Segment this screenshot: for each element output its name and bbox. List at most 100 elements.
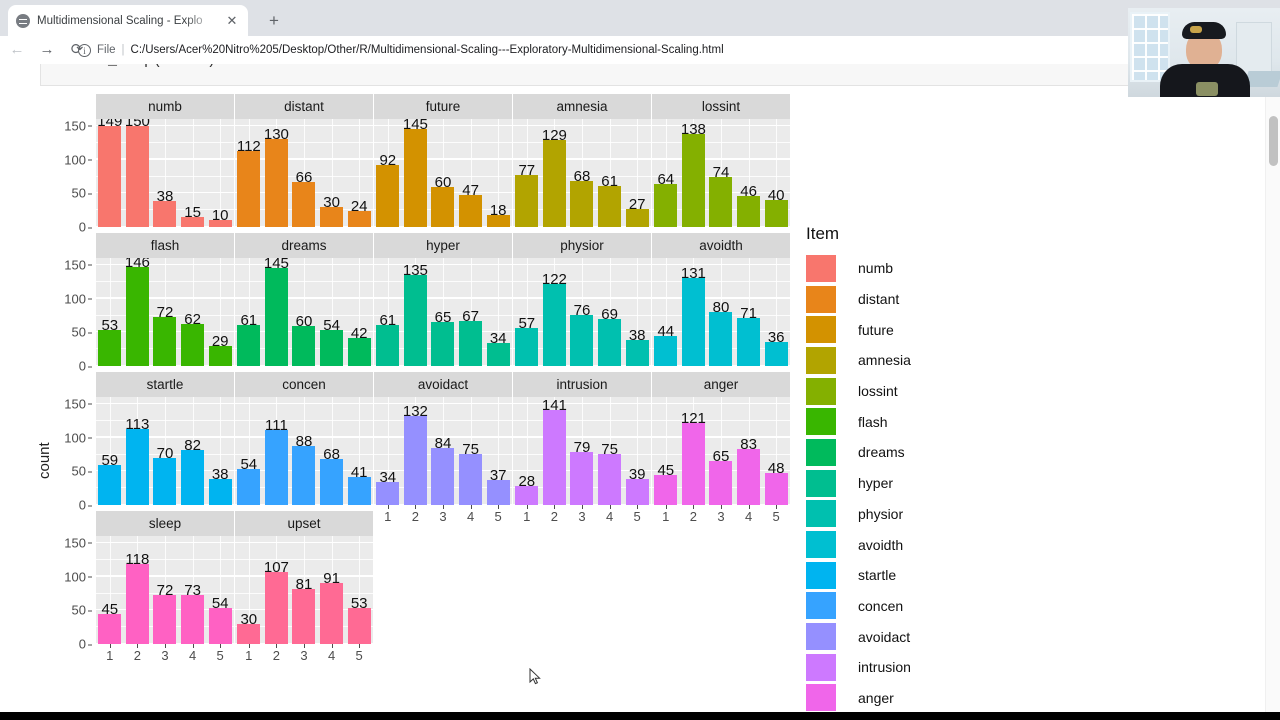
- bar-group: 132: [403, 397, 428, 505]
- bar: [347, 210, 371, 227]
- gridline-vertical: [609, 258, 611, 366]
- bar-value-label: 15: [184, 203, 201, 221]
- gridline-vertical: [165, 119, 166, 227]
- gridline-vertical: [109, 536, 111, 644]
- legend-item[interactable]: avoidact: [806, 621, 996, 652]
- legend-item[interactable]: future: [806, 314, 996, 345]
- forward-button[interactable]: →: [39, 41, 55, 58]
- new-tab-button[interactable]: +: [269, 11, 279, 30]
- legend-item[interactable]: startle: [806, 560, 996, 591]
- bar-value-label: 130: [263, 126, 289, 144]
- gridline-vertical: [637, 119, 638, 227]
- gridline-vertical: [498, 258, 499, 366]
- legend-item[interactable]: physior: [806, 499, 996, 530]
- bar-value-label: 24: [350, 197, 368, 215]
- bar-group: 80: [709, 258, 733, 366]
- bar: [98, 330, 122, 366]
- bar-group: 72: [153, 536, 177, 644]
- bar: [264, 139, 288, 227]
- x-axis-tick: 4: [598, 505, 621, 529]
- legend-item-label: avoidact: [858, 628, 911, 645]
- legend-color-swatch: [806, 531, 836, 559]
- bar-value-label: 54: [211, 594, 229, 612]
- bar-value-label: 47: [462, 182, 479, 200]
- gridline-vertical: [165, 536, 166, 644]
- x-axis-tick: 1: [98, 644, 121, 668]
- legend-item[interactable]: flash: [806, 406, 996, 437]
- bar-value-label: 30: [323, 193, 340, 211]
- facet-panel: lossint 64 138 74 46 40: [652, 94, 790, 227]
- plot-panel: 59 113 70 82 38: [96, 397, 234, 505]
- bar-group: 72: [153, 258, 177, 366]
- bar-value-label: 118: [125, 551, 150, 569]
- bar-group: 60: [292, 258, 316, 366]
- y-axis-tick: 50: [71, 463, 93, 479]
- bar-value-label: 111: [264, 417, 288, 435]
- bar: [292, 445, 316, 505]
- bar-series: 54 111 88 68 41: [235, 397, 373, 505]
- back-button[interactable]: ←: [9, 41, 25, 58]
- gridline-vertical: [526, 397, 528, 505]
- page-scrollbar[interactable]: [1265, 64, 1280, 720]
- legend-color-swatch: [806, 408, 836, 436]
- x-axis-tick: 5: [209, 644, 232, 668]
- bar: [515, 486, 539, 505]
- bar-series: 149 150 38 15 10: [96, 119, 234, 227]
- browser-tab[interactable]: Multidimensional Scaling - Explo ✕: [8, 5, 248, 36]
- bar-group: 77: [515, 119, 539, 227]
- gridline-vertical: [331, 258, 333, 366]
- legend-item-label: lossint: [858, 383, 898, 400]
- bar-value-label: 60: [295, 312, 313, 330]
- bar: [764, 341, 788, 366]
- bar-value-label: 72: [156, 582, 174, 600]
- legend-item[interactable]: avoidth: [806, 529, 996, 560]
- gridline-vertical: [304, 258, 305, 366]
- close-icon[interactable]: ✕: [226, 12, 238, 28]
- browser-tab-title: Multidimensional Scaling - Explo: [37, 14, 203, 27]
- legend-item[interactable]: hyper: [806, 468, 996, 499]
- bar-value-label: 61: [240, 311, 258, 329]
- bar-value-label: 66: [295, 169, 313, 187]
- legend-item[interactable]: anger: [806, 683, 996, 714]
- bar-group: 57: [515, 258, 539, 366]
- info-icon[interactable]: i: [78, 43, 91, 57]
- legend-color-swatch: [806, 500, 836, 528]
- y-axis-tick: 100: [64, 569, 92, 584]
- legend-item-label: future: [858, 321, 894, 338]
- bar-group: 15: [181, 119, 205, 227]
- legend-item[interactable]: lossint: [806, 376, 996, 407]
- facet-strip-label: numb: [96, 94, 234, 119]
- bar-group: 68: [570, 119, 594, 227]
- bar-series: 28 141 79 75 39: [513, 397, 651, 505]
- scrollbar-thumb[interactable]: [1269, 116, 1278, 166]
- bar: [208, 220, 232, 227]
- bar: [98, 613, 122, 644]
- legend-item[interactable]: concen: [806, 591, 996, 622]
- bar-group: 141: [542, 397, 567, 505]
- bar: [486, 343, 510, 366]
- bar-series: 61 135 65 67 34: [374, 258, 512, 366]
- facet-panel: amnesia 77 129 68 61 27: [513, 94, 651, 227]
- bar-value-label: 79: [573, 438, 591, 456]
- bar-value-label: 64: [657, 170, 675, 188]
- bar: [459, 320, 483, 366]
- gridline-vertical: [609, 119, 611, 227]
- bar: [764, 472, 788, 505]
- bar: [292, 589, 316, 644]
- facet-panel: avoidth 44 131 80 71 36: [652, 233, 790, 366]
- gridline-vertical: [748, 119, 750, 227]
- legend-item-label: amnesia: [858, 352, 911, 369]
- legend-item[interactable]: dreams: [806, 437, 996, 468]
- legend-item[interactable]: numb: [806, 253, 996, 284]
- legend-item[interactable]: intrusion: [806, 652, 996, 683]
- legend-item[interactable]: amnesia: [806, 345, 996, 376]
- legend: Item numb distant future amnesia lossint flas…: [806, 224, 996, 720]
- gridline-vertical: [721, 397, 722, 505]
- gridline-vertical: [220, 536, 221, 644]
- legend-item[interactable]: distant: [806, 284, 996, 315]
- address-bar[interactable]: i File | C:/Users/Acer%20Nitro%205/Deskt…: [78, 39, 1272, 61]
- gridline-vertical: [304, 119, 305, 227]
- y-axis-tick: 0: [78, 636, 93, 652]
- y-axis-tick: 150: [64, 535, 92, 551]
